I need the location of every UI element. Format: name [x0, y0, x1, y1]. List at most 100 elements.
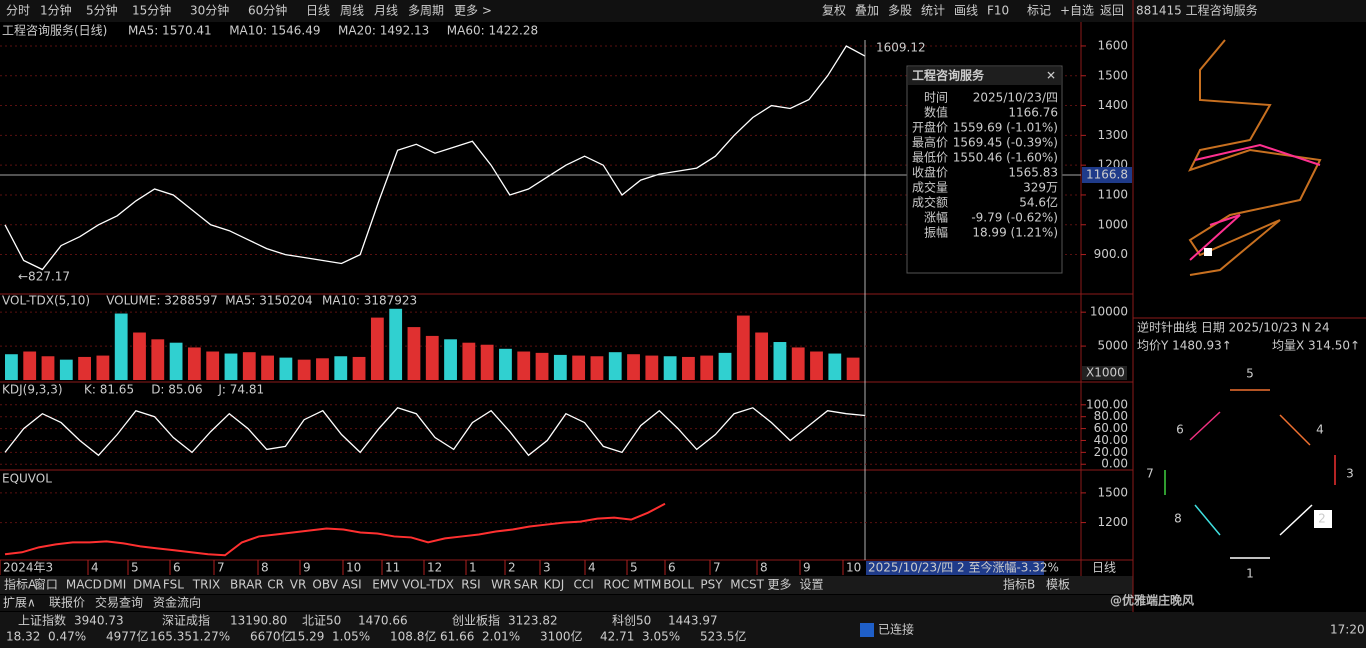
index-change: 15.29: [290, 630, 324, 644]
indicator-tab[interactable]: TRIX: [192, 578, 220, 592]
indicator-tab[interactable]: 指标B: [1003, 577, 1035, 592]
indicator-tab[interactable]: DMA: [133, 578, 162, 592]
period-button[interactable]: 月线: [374, 4, 398, 18]
x-tick-label: 2: [508, 561, 516, 575]
action-button[interactable]: F10: [987, 4, 1009, 18]
x-tick-label: 9: [803, 561, 811, 575]
y-tick-label: 100.00: [1086, 397, 1128, 411]
close-button[interactable]: ✕: [1046, 69, 1056, 83]
x-tick-label: 5: [131, 561, 139, 575]
sub-tab[interactable]: 交易查询: [95, 595, 143, 610]
indicator-tab[interactable]: CCI: [574, 578, 594, 592]
period-button[interactable]: 日线: [306, 4, 330, 18]
status-bg: [0, 612, 1366, 648]
info-title: 工程咨询服务: [912, 68, 985, 83]
direction-arrow: [1189, 411, 1221, 441]
y-tick-label: 1600: [1097, 38, 1128, 52]
indicator-tab[interactable]: BOLL: [663, 578, 694, 592]
range-label: 2025/10/23/四 2 至今涨幅-3.32%: [868, 560, 1059, 575]
info-label: 最低价: [912, 151, 948, 165]
period-button[interactable]: 60分钟: [248, 3, 287, 18]
indicator-tab[interactable]: MCST: [730, 578, 764, 592]
period-button[interactable]: 5分钟: [86, 3, 118, 18]
direction-arrow: [1279, 504, 1313, 536]
index-price: 3940.73: [74, 614, 124, 628]
action-button[interactable]: 多股: [888, 4, 912, 18]
indicator-tab[interactable]: 更多: [768, 578, 792, 592]
indicator-tab[interactable]: VR: [290, 578, 307, 592]
action-button[interactable]: 画线: [954, 4, 978, 18]
indicator-tab[interactable]: SAR: [514, 578, 538, 592]
indicator-tab[interactable]: OBV: [312, 578, 338, 592]
indicator-tab[interactable]: CR: [267, 578, 284, 592]
indicator-tab[interactable]: WR: [491, 578, 511, 592]
sub-tab[interactable]: 扩展∧: [3, 596, 36, 610]
direction-label: 3: [1346, 467, 1354, 481]
volume-bar: [480, 344, 494, 380]
volume-bar: [828, 353, 842, 380]
y-tick-label: 1500: [1097, 485, 1128, 499]
watermark: @优雅端庄晚风: [1110, 593, 1194, 608]
action-button[interactable]: +自选: [1060, 4, 1094, 18]
indicator-tab[interactable]: KDJ: [544, 578, 565, 592]
indicator-tab[interactable]: DMI: [103, 578, 126, 592]
ma-indicator: MA5: 1570.41: [128, 24, 212, 38]
index-amount: 3100亿: [540, 629, 583, 644]
info-label: 涨幅: [924, 210, 948, 225]
curve-title: 逆时针曲线 日期 2025/10/23 N 24: [1137, 320, 1330, 335]
high-label: 1609.12: [876, 41, 926, 55]
direction-label: 7: [1146, 467, 1154, 481]
indicator-tab[interactable]: VOL-TDX: [402, 578, 454, 592]
unit-box: [1082, 366, 1127, 380]
action-button[interactable]: 返回: [1100, 4, 1124, 18]
volume-header: MA5: 3150204: [225, 294, 313, 308]
volume-bar: [78, 356, 91, 380]
indicator-tab[interactable]: 设置: [800, 578, 824, 592]
indicator-tab[interactable]: ROC: [603, 578, 629, 592]
action-button[interactable]: 标记: [1027, 4, 1051, 18]
indicator-tab[interactable]: RSI: [461, 578, 481, 592]
indicator-tab[interactable]: 指标A: [4, 577, 37, 592]
info-label: 最高价: [912, 135, 948, 150]
period-button[interactable]: 更多 >: [454, 4, 492, 18]
indicator-tab[interactable]: FSL: [163, 578, 184, 592]
index-pct: 3.05%: [642, 630, 680, 644]
indicator-tab[interactable]: 窗口: [34, 578, 58, 592]
y-tick-label: 60.00: [1094, 421, 1128, 435]
y-tick-label: 0.00: [1101, 457, 1128, 471]
period-button[interactable]: 1分钟: [40, 3, 72, 18]
index-name: 上证指数: [18, 613, 66, 628]
info-value: -9.79 (-0.62%): [971, 211, 1058, 225]
volume-bar: [297, 359, 311, 380]
volume-bar: [590, 356, 604, 380]
panel-title: 工程咨询服务(日线): [2, 23, 107, 38]
direction-label: 8: [1174, 512, 1182, 526]
indicator-tab[interactable]: BRAR: [230, 578, 263, 592]
x-tick-label: 7: [713, 561, 721, 575]
action-button[interactable]: 统计: [921, 4, 945, 18]
indicator-tab[interactable]: ASI: [342, 578, 361, 592]
direction-arrow: [1279, 414, 1311, 446]
y-tick-label: 1200: [1097, 515, 1128, 529]
kdj-header: KDJ(9,3,3): [2, 383, 63, 397]
indicator-tab[interactable]: EMV: [372, 578, 399, 592]
index-pct: 1.05%: [332, 630, 370, 644]
index-change: 165.35: [150, 630, 192, 644]
sub-tab[interactable]: 联报价: [49, 595, 85, 610]
action-button[interactable]: 复权: [822, 4, 846, 18]
info-popup-header: [908, 67, 1061, 85]
action-button[interactable]: 叠加: [855, 4, 879, 18]
indicator-tab[interactable]: PSY: [700, 578, 723, 592]
period-button[interactable]: 15分钟: [132, 3, 171, 18]
indicator-tab[interactable]: MTM: [633, 578, 661, 592]
period-button[interactable]: 分时: [6, 4, 30, 18]
period-button[interactable]: 30分钟: [190, 3, 229, 18]
indicator-tab[interactable]: 模板: [1046, 578, 1070, 592]
period-button[interactable]: 周线: [340, 4, 364, 18]
volume-bar: [846, 357, 860, 380]
period-button[interactable]: 多周期: [408, 4, 444, 18]
sub-tab[interactable]: 资金流向: [153, 595, 201, 610]
index-amount: 4977亿: [106, 629, 149, 644]
indicator-tab[interactable]: MACD: [66, 578, 102, 592]
direction-arrow: [1194, 504, 1221, 536]
